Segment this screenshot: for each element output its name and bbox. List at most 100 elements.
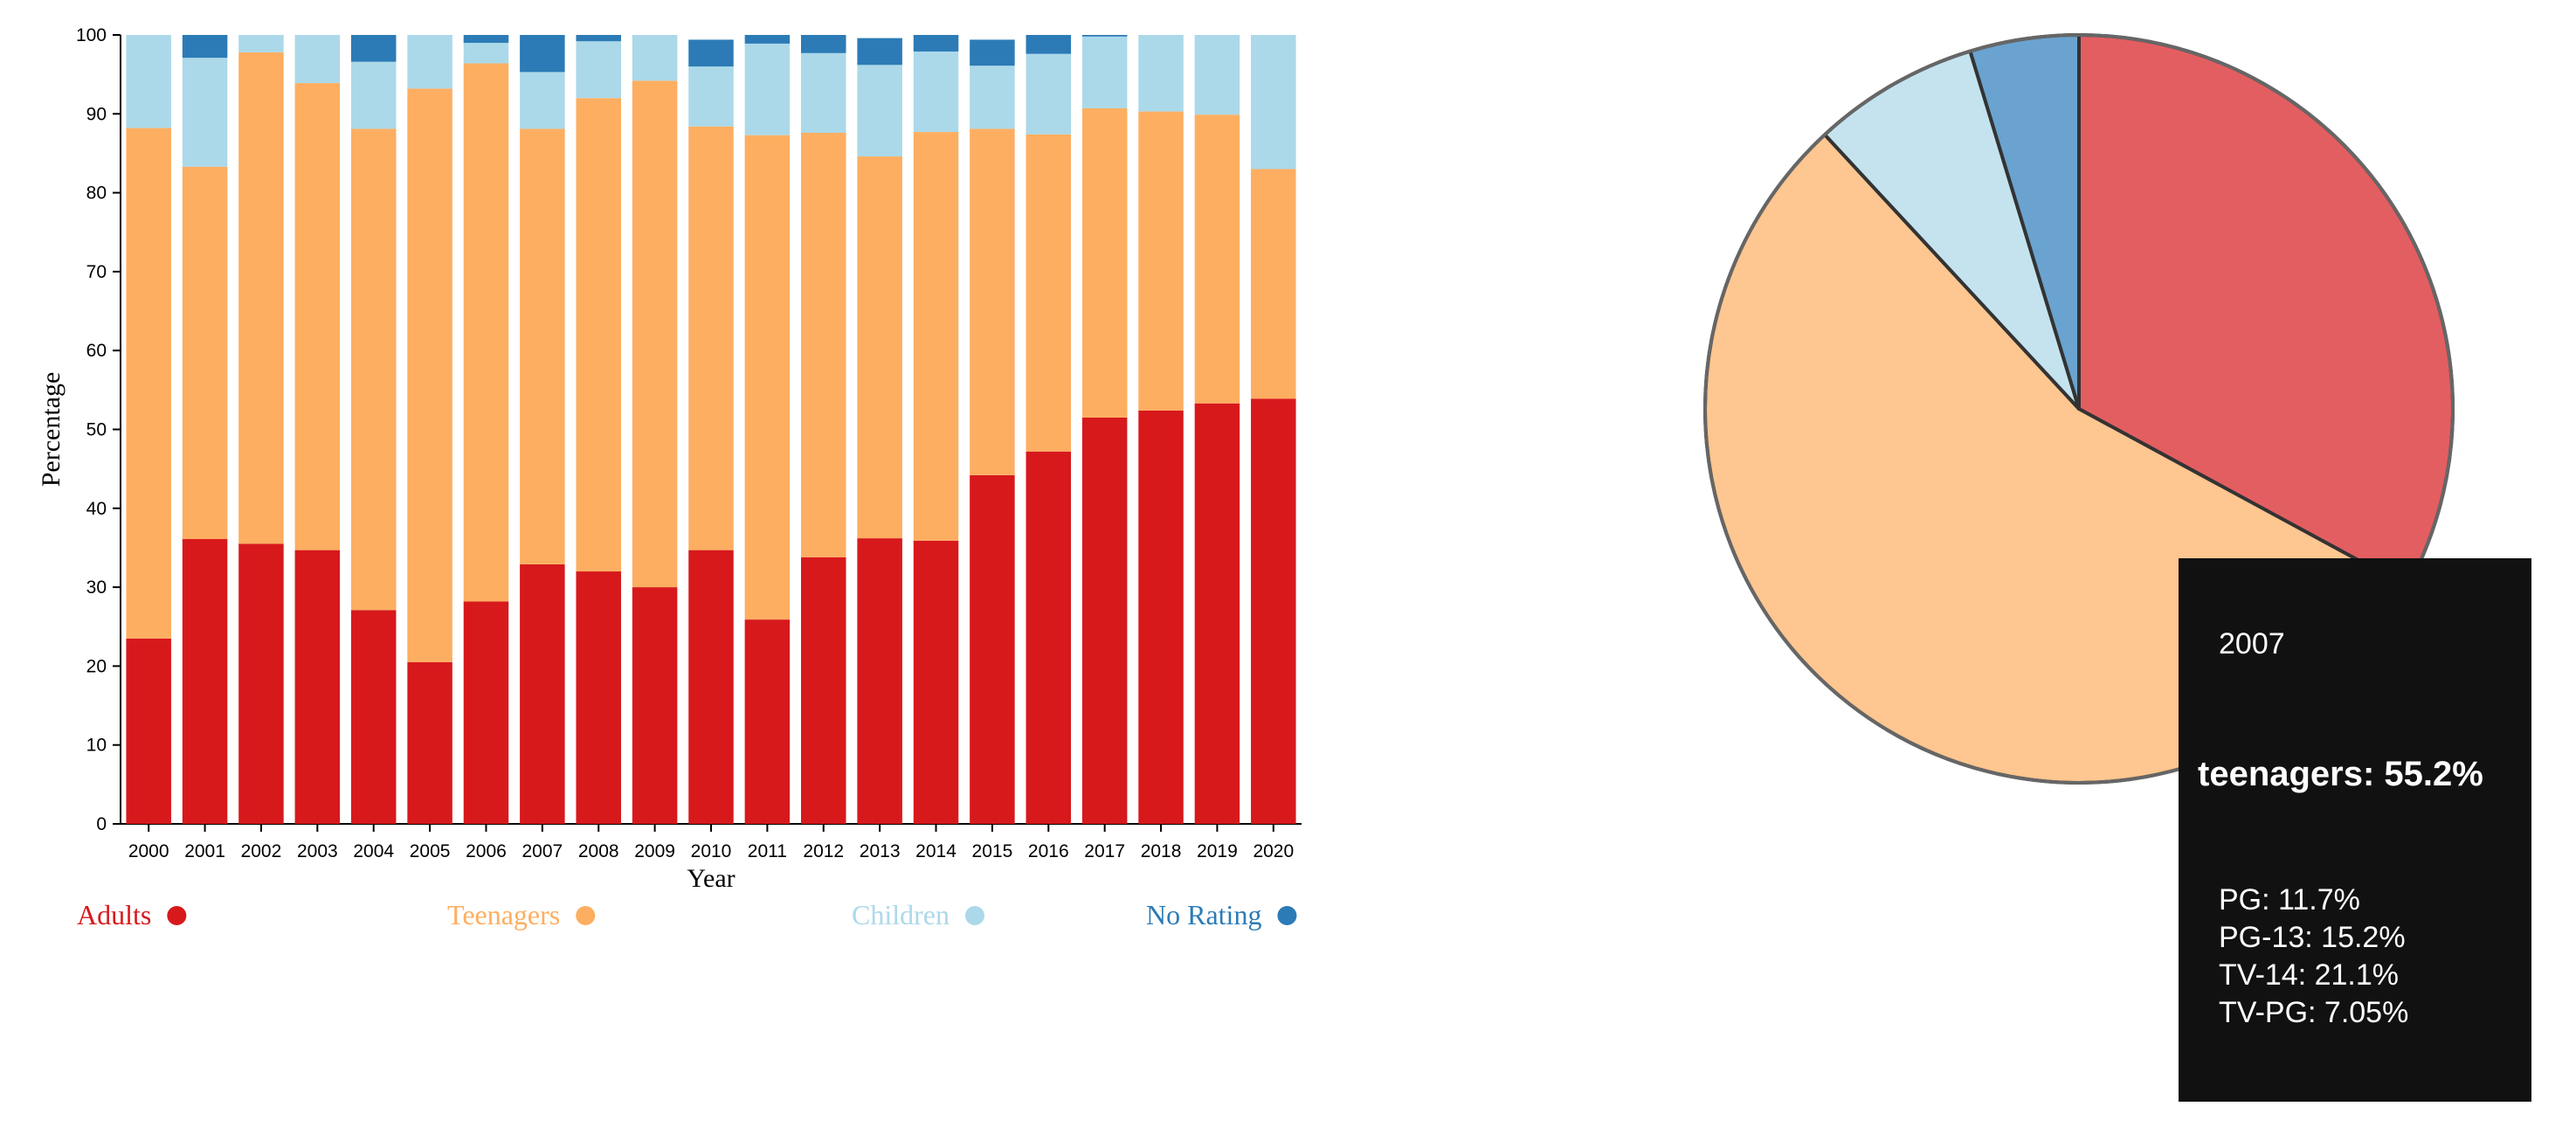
bar-teenagers-2004[interactable] <box>350 128 397 611</box>
bar-teenagers-2018[interactable] <box>1138 111 1184 411</box>
pie-outline <box>1703 33 2455 785</box>
bar-adults-2008[interactable] <box>576 571 621 824</box>
bar-children-2007[interactable] <box>520 72 565 129</box>
bar-no-rating-2016[interactable] <box>1026 35 1072 54</box>
bar-children-2020[interactable] <box>1251 35 1296 169</box>
tooltip-focus-value: teenagers: 55.2% <box>2198 755 2483 793</box>
bar-adults-2000[interactable] <box>126 638 171 824</box>
bar-no-rating-2017[interactable] <box>1081 35 1128 37</box>
bar-adults-2018[interactable] <box>1138 410 1184 824</box>
bar-teenagers-2014[interactable] <box>913 132 959 541</box>
bar-children-2012[interactable] <box>801 52 846 133</box>
tooltip-rating-list: PG: 11.7% PG-13: 15.2% TV-14: 21.1% TV-P… <box>2219 882 2408 1032</box>
x-tick-label: 2013 <box>860 841 901 861</box>
bar-teenagers-2007[interactable] <box>520 128 565 564</box>
bar-children-2001[interactable] <box>182 58 228 167</box>
bar-teenagers-2009[interactable] <box>632 80 678 588</box>
bar-children-2016[interactable] <box>1026 53 1072 135</box>
y-tick-label: 100 <box>76 25 107 45</box>
bar-no-rating-2001[interactable] <box>182 35 228 59</box>
bar-teenagers-2006[interactable] <box>463 63 509 602</box>
bar-adults-2011[interactable] <box>744 619 791 824</box>
bar-children-2011[interactable] <box>744 43 791 135</box>
legend-item-no-rating[interactable]: No Rating <box>1146 899 1297 930</box>
bar-adults-2014[interactable] <box>913 540 959 824</box>
y-tick-label: 40 <box>86 499 107 519</box>
bar-children-2013[interactable] <box>857 65 902 157</box>
bar-no-rating-2012[interactable] <box>801 35 846 53</box>
y-tick-label: 0 <box>96 814 107 834</box>
x-tick-label: 2009 <box>634 841 675 861</box>
bar-adults-2007[interactable] <box>520 564 565 824</box>
bar-children-2006[interactable] <box>463 43 509 64</box>
bar-no-rating-2011[interactable] <box>744 35 791 44</box>
bar-adults-2006[interactable] <box>463 601 509 824</box>
bar-adults-2017[interactable] <box>1081 417 1128 824</box>
bar-children-2004[interactable] <box>350 61 397 129</box>
legend-swatch <box>576 906 596 925</box>
bar-children-2017[interactable] <box>1081 36 1128 108</box>
x-tick-label: 2004 <box>353 841 394 861</box>
bar-teenagers-2002[interactable] <box>238 52 284 544</box>
legend-item-teenagers[interactable]: Teenagers <box>447 899 596 930</box>
bar-adults-2016[interactable] <box>1026 451 1072 824</box>
bar-no-rating-2015[interactable] <box>970 39 1015 66</box>
bar-teenagers-2019[interactable] <box>1194 114 1240 404</box>
bar-adults-2012[interactable] <box>801 557 846 824</box>
bar-adults-2004[interactable] <box>350 610 397 824</box>
bar-adults-2019[interactable] <box>1194 403 1240 824</box>
bar-teenagers-2020[interactable] <box>1251 169 1296 399</box>
x-tick-label: 2003 <box>297 841 338 861</box>
bar-children-2014[interactable] <box>913 51 959 133</box>
bar-adults-2005[interactable] <box>407 661 452 824</box>
legend-item-adults[interactable]: Adults <box>77 899 187 930</box>
bar-teenagers-2008[interactable] <box>576 98 621 572</box>
bar-adults-2002[interactable] <box>238 543 284 824</box>
bar-no-rating-2013[interactable] <box>857 38 902 66</box>
bar-no-rating-2006[interactable] <box>463 35 509 44</box>
bar-adults-2001[interactable] <box>182 539 228 824</box>
legend-item-children[interactable]: Children <box>852 899 984 930</box>
y-tick-label: 10 <box>86 736 107 756</box>
bar-children-2002[interactable] <box>238 35 284 52</box>
bar-adults-2010[interactable] <box>688 550 734 824</box>
bar-teenagers-2001[interactable] <box>182 166 228 540</box>
bar-no-rating-2010[interactable] <box>688 39 734 67</box>
bar-teenagers-2015[interactable] <box>970 128 1015 475</box>
bar-no-rating-2014[interactable] <box>913 35 959 52</box>
bar-children-2015[interactable] <box>970 66 1015 129</box>
bar-teenagers-2016[interactable] <box>1026 134 1072 452</box>
x-tick-label: 2000 <box>128 841 169 861</box>
bar-adults-2009[interactable] <box>632 587 678 824</box>
bar-teenagers-2000[interactable] <box>126 128 171 639</box>
stacked-bar-chart: 0 10 20 30 40 50 60 70 80 90 100 2000 2001 2002 2003 20… <box>37 25 1302 930</box>
bar-teenagers-2005[interactable] <box>407 88 452 662</box>
bar-children-2009[interactable] <box>632 35 678 81</box>
bar-no-rating-2007[interactable] <box>520 35 565 73</box>
bar-teenagers-2011[interactable] <box>744 135 791 620</box>
x-tick-label: 2007 <box>521 841 563 861</box>
bar-children-2010[interactable] <box>688 66 734 127</box>
bar-no-rating-2008[interactable] <box>576 35 621 42</box>
bar-teenagers-2010[interactable] <box>688 126 734 550</box>
bar-teenagers-2003[interactable] <box>294 83 341 550</box>
bar-teenagers-2013[interactable] <box>857 156 902 539</box>
x-tick-label: 2011 <box>748 841 787 861</box>
bar-adults-2020[interactable] <box>1251 398 1296 824</box>
bar-no-rating-2004[interactable] <box>350 35 397 62</box>
y-tick-label: 80 <box>86 183 107 204</box>
bar-children-2018[interactable] <box>1138 35 1184 112</box>
bar-children-2019[interactable] <box>1194 35 1240 115</box>
bar-children-2005[interactable] <box>407 35 452 89</box>
bar-adults-2015[interactable] <box>970 474 1015 824</box>
bar-teenagers-2012[interactable] <box>801 132 846 557</box>
bar-children-2003[interactable] <box>294 35 341 84</box>
x-tick-label: 2010 <box>691 841 732 861</box>
bar-children-2008[interactable] <box>576 41 621 99</box>
bar-teenagers-2017[interactable] <box>1081 107 1128 418</box>
bar-adults-2013[interactable] <box>857 538 902 824</box>
y-tick-label: 60 <box>86 341 107 361</box>
bar-children-2000[interactable] <box>126 35 171 128</box>
x-tick-label: 2008 <box>578 841 619 861</box>
bar-adults-2003[interactable] <box>294 550 341 824</box>
